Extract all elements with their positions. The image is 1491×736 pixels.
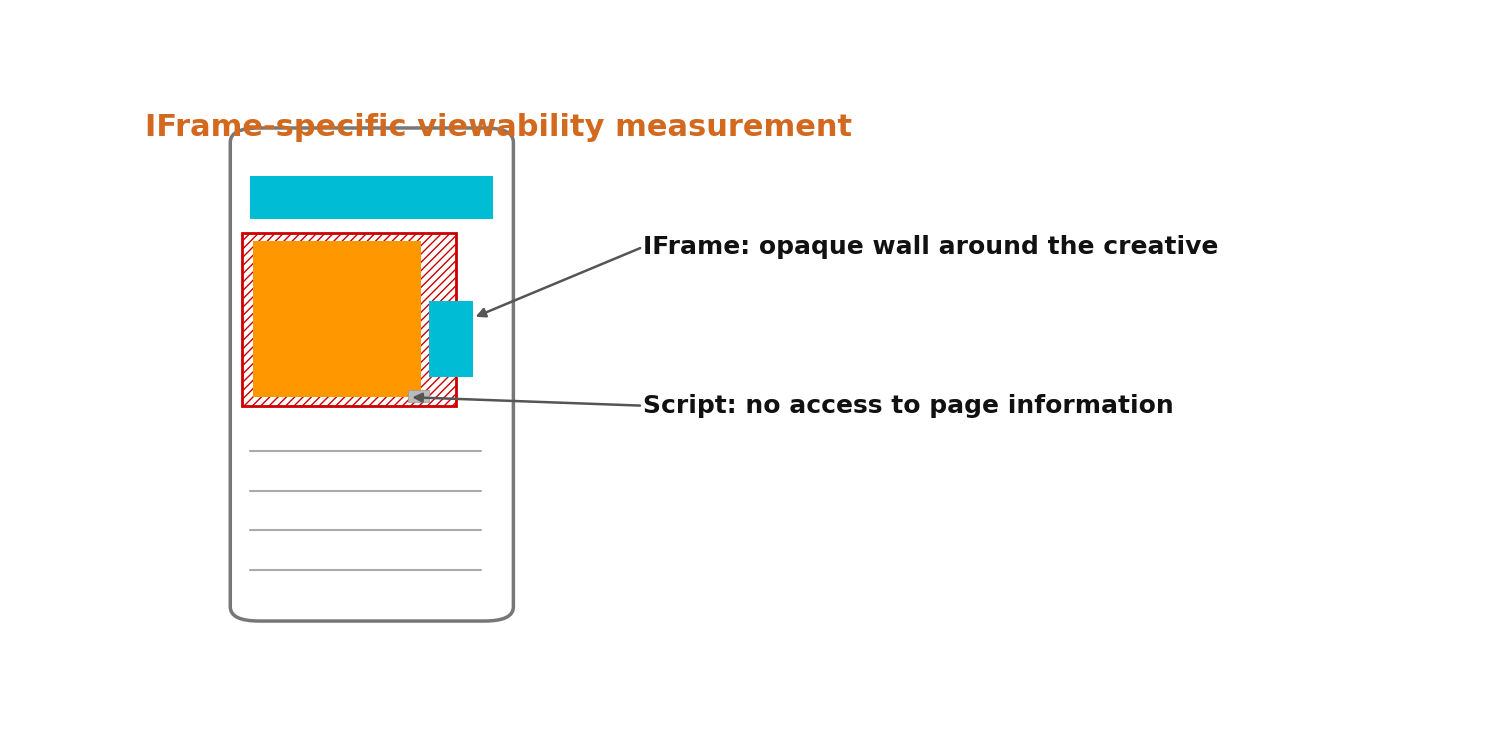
FancyBboxPatch shape bbox=[230, 128, 513, 621]
Bar bbox=[253, 241, 420, 397]
Text: IFrame-specific viewability measurement: IFrame-specific viewability measurement bbox=[145, 113, 851, 143]
Bar bbox=[409, 390, 429, 403]
Bar bbox=[429, 301, 473, 378]
Bar bbox=[250, 176, 492, 219]
Text: IFrame: opaque wall around the creative: IFrame: opaque wall around the creative bbox=[643, 235, 1218, 259]
Bar bbox=[242, 233, 456, 406]
Bar bbox=[242, 233, 456, 406]
Text: Script: no access to page information: Script: no access to page information bbox=[643, 394, 1173, 418]
